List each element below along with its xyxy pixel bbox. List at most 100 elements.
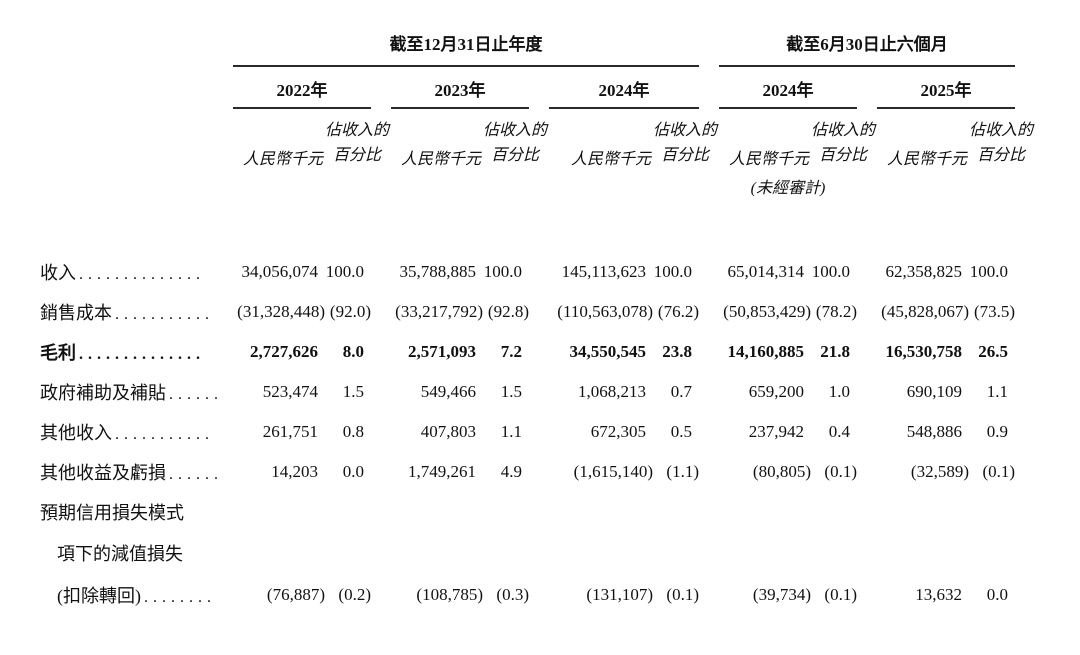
value-cell: 145,113,623 [561, 261, 646, 281]
row-impairment-losses-line1: 預期信用損失模式 [40, 492, 1015, 532]
row-other-income: 其他收入........... 261,751 0.8 407,803 1.1 … [40, 412, 1015, 452]
year-header-2022: 2022年 [233, 66, 371, 109]
pct-cell: 0.9 [986, 421, 1009, 441]
pct-cell: 100.0 [969, 261, 1009, 281]
year-header-2023: 2023年 [391, 66, 529, 109]
value-cell: 261,751 [262, 421, 318, 441]
pct-cell: 0.4 [828, 421, 850, 441]
pct-cell: 8.0 [342, 341, 364, 361]
row-label: 預期信用損失模式 [40, 502, 184, 523]
pct-cell: 1.1 [500, 421, 522, 441]
pct-cell: (0.2) [338, 584, 371, 604]
pct-cell: 100.0 [811, 261, 850, 281]
value-cell: 2,571,093 [408, 341, 476, 361]
value-cell: (32,589) [910, 461, 969, 481]
pct-cell: 1.0 [828, 381, 850, 401]
row-revenue: 收入.............. 34,056,074 100.0 35,788… [40, 252, 1015, 292]
value-cell: (108,785) [416, 584, 483, 604]
pct-cell: 23.8 [662, 341, 692, 361]
row-cost-of-sales: 銷售成本........... (31,328,448) (92.0) (33,… [40, 292, 1015, 332]
row-label: 毛利.............. [40, 342, 205, 363]
pct-cell: (76.2) [657, 301, 699, 321]
header-body-spacer [40, 198, 1015, 252]
row-gross-profit: 毛利.............. 2,727,626 8.0 2,571,093… [40, 332, 1015, 372]
period-group-header-row: 截至12月31日止年度 截至6月30日止六個月 [40, 30, 1016, 67]
value-cell: (131,107) [586, 584, 653, 604]
value-cell: (45,828,067) [881, 301, 969, 321]
value-cell: 659,200 [748, 381, 804, 401]
pct-cell: (0.3) [496, 584, 529, 604]
dot-leader: ...... [169, 385, 223, 403]
pct-cell: 100.0 [325, 261, 364, 281]
value-cell: 1,068,213 [578, 381, 646, 401]
pct-of-revenue-label: 佔收入的 百分比 [811, 122, 876, 164]
dot-leader: ........... [115, 305, 214, 323]
unit-label: 人民幣千元 [886, 150, 967, 168]
dot-leader: .............. [79, 265, 205, 283]
row-government-grants: 政府補助及補貼...... 523,474 1.5 549,466 1.5 1,… [40, 372, 1015, 412]
year-header-2025-interim: 2025年 [877, 66, 1016, 109]
value-cell: 16,530,758 [885, 341, 963, 361]
pct-cell: 1.1 [986, 381, 1009, 401]
pct-cell: 0.7 [670, 381, 692, 401]
pct-of-revenue-label: 佔收入的 百分比 [325, 122, 390, 164]
value-cell: 549,466 [420, 381, 476, 401]
pct-cell: 0.0 [986, 584, 1009, 604]
value-cell: 690,109 [906, 381, 962, 401]
pct-cell: (0.1) [824, 461, 857, 481]
row-label: 項下的減值損失 [57, 543, 183, 564]
pct-cell: 26.5 [978, 341, 1009, 361]
value-cell: (76,887) [266, 584, 325, 604]
value-cell: (110,563,078) [557, 301, 653, 321]
period-header-annual: 截至12月31日止年度 [233, 30, 699, 67]
pct-cell: 1.5 [342, 381, 364, 401]
unaudited-note-row: (未經審計) [40, 169, 1015, 198]
unit-label: 人民幣千元 [242, 150, 323, 168]
value-cell: 34,550,545 [569, 341, 647, 361]
value-cell: 548,886 [906, 421, 962, 441]
value-cell: 2,727,626 [250, 341, 318, 361]
pct-cell: (1.1) [666, 461, 699, 481]
pct-of-revenue-label: 佔收入的 百分比 [653, 122, 718, 164]
year-header-2024: 2024年 [549, 66, 699, 109]
value-cell: 523,474 [262, 381, 318, 401]
value-cell: (39,734) [752, 584, 811, 604]
row-other-gains-losses: 其他收益及虧損...... 14,203 0.0 1,749,261 4.9 (… [40, 452, 1015, 492]
value-cell: 672,305 [590, 421, 646, 441]
unit-header-row: 人民幣千元 佔收入的 百分比 人民幣千元 佔收入的 百分比 人民幣千元 佔收入的 百分… [40, 108, 1034, 169]
value-cell: 13,632 [915, 584, 962, 604]
row-impairment-losses-line2: 項下的減值損失 [40, 532, 1015, 574]
pct-cell: 7.2 [500, 341, 522, 361]
row-label: 政府補助及補貼...... [40, 382, 223, 403]
value-cell: (80,805) [752, 461, 811, 481]
pct-cell: 1.5 [500, 381, 522, 401]
unaudited-note: (未經審計) [750, 179, 826, 197]
row-label: 銷售成本........... [40, 302, 214, 323]
year-header-row: 2022年 2023年 2024年 2024年 2025年 [40, 66, 1016, 109]
income-statement-summary-table: 截至12月31日止年度 截至6月30日止六個月 2022年 2023年 2024… [40, 30, 1034, 616]
prospectus-financial-summary-page: 截至12月31日止年度 截至6月30日止六個月 2022年 2023年 2024… [0, 30, 1080, 655]
value-cell: 62,358,825 [885, 261, 963, 281]
row-label: (扣除轉回)........ [57, 585, 216, 606]
pct-of-revenue-label: 佔收入的 百分比 [969, 122, 1034, 164]
pct-cell: (78.2) [815, 301, 857, 321]
row-label: 其他收入........... [40, 422, 214, 443]
value-cell: 35,788,885 [399, 261, 477, 281]
pct-cell: (73.5) [973, 301, 1016, 321]
pct-cell: 0.8 [342, 421, 364, 441]
value-cell: (1,615,140) [573, 461, 653, 481]
value-cell: 65,014,314 [727, 261, 805, 281]
period-header-interim: 截至6月30日止六個月 [719, 30, 1016, 67]
pct-cell: (92.8) [487, 301, 529, 321]
value-cell: 237,942 [748, 421, 804, 441]
value-cell: (33,217,792) [395, 301, 483, 321]
pct-of-revenue-label: 佔收入的 百分比 [483, 122, 548, 164]
dot-leader: ........... [115, 425, 214, 443]
pct-cell: (92.0) [329, 301, 371, 321]
value-cell: 14,160,885 [727, 341, 805, 361]
value-cell: 407,803 [420, 421, 476, 441]
value-cell: (31,328,448) [237, 301, 325, 321]
value-cell: 14,203 [271, 461, 318, 481]
row-label: 其他收益及虧損...... [40, 462, 223, 483]
pct-cell: 100.0 [653, 261, 692, 281]
